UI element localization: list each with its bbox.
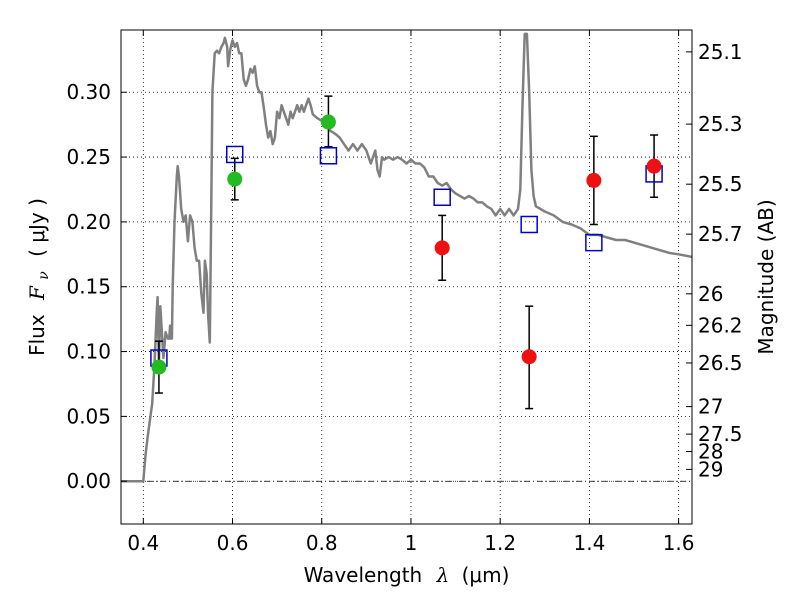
- right-tick-label: 26: [698, 282, 723, 306]
- right-tick-label: 25.7: [698, 222, 743, 246]
- observed-flux-point: [586, 172, 602, 188]
- right-tick-label: 25.5: [698, 172, 743, 196]
- model-flux-square: [585, 233, 603, 252]
- right-tick-label: 29: [698, 457, 723, 481]
- y-tick-label: 0.25: [66, 145, 111, 169]
- observed-flux-point: [151, 359, 167, 375]
- y-tick-label: 0.15: [66, 275, 111, 299]
- observed-flux-point: [320, 114, 336, 130]
- model-sed-line: [121, 32, 692, 483]
- y-axis-label: Flux F ν ( μJy ): [25, 198, 53, 356]
- ticks: 0.4 0.6 0.8 1 1.2 1.4 1.6 0.00 0.05 0.10 0.15 0.20 0…: [66, 30, 743, 555]
- observed-flux-point: [521, 349, 537, 365]
- y-tick-label: 0.00: [66, 469, 111, 493]
- observed-flux-point: [434, 240, 450, 256]
- model-flux-square: [319, 147, 338, 165]
- observed-flux-point: [646, 158, 662, 174]
- y-tick-label: 0.05: [66, 404, 111, 428]
- x-tick-label: 0.8: [306, 531, 338, 555]
- y-tick-label: 0.10: [66, 340, 111, 364]
- x-tick-label: 0.4: [127, 531, 159, 555]
- right-tick-label: 25.1: [698, 40, 743, 64]
- right-tick-label: 28: [698, 440, 723, 464]
- model-flux-square: [520, 215, 538, 234]
- data-layer: [121, 32, 692, 483]
- right-axis-label: Magnitude (AB): [754, 199, 778, 354]
- y-tick-label: 0.30: [66, 80, 111, 104]
- x-axis-label: Wavelength λ (μm): [304, 563, 510, 587]
- x-tick-label: 1.4: [573, 531, 605, 555]
- model-flux-square: [226, 145, 244, 164]
- y-tick-label: 0.20: [66, 210, 111, 234]
- model-flux-square: [433, 188, 451, 207]
- x-tick-label: 1: [405, 531, 418, 555]
- x-tick-label: 0.6: [217, 531, 249, 555]
- plot-area: [121, 32, 692, 483]
- right-tick-label: 27: [698, 395, 723, 419]
- right-tick-label: 25.3: [698, 112, 743, 136]
- right-tick-label: 26.2: [698, 313, 743, 337]
- x-tick-label: 1.2: [484, 531, 516, 555]
- x-tick-label: 1.6: [663, 531, 695, 555]
- observed-flux-point: [227, 171, 243, 187]
- plot-frame: [120, 29, 693, 525]
- right-tick-label: 27.5: [698, 422, 743, 446]
- right-tick-label: 26.5: [698, 351, 743, 375]
